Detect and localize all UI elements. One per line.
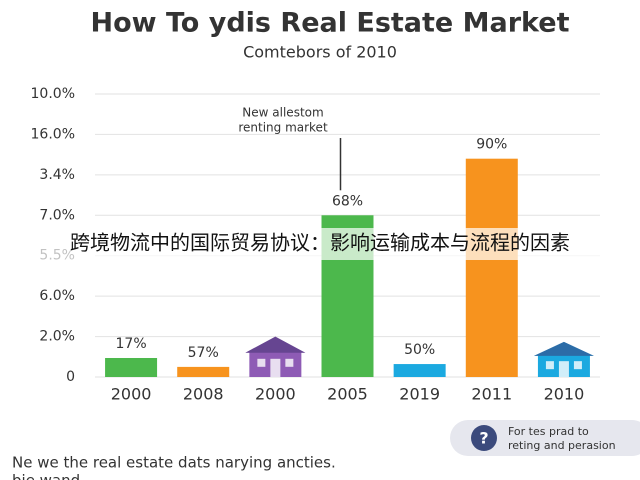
annotation-text: New allestom xyxy=(242,106,323,120)
bar xyxy=(465,158,518,377)
house-roof xyxy=(245,336,306,353)
x-tick-label: 2000 xyxy=(255,385,296,404)
x-tick-label: 2008 xyxy=(183,385,224,404)
x-tick-label: 2019 xyxy=(399,385,440,404)
x-tick-label: 2005 xyxy=(327,385,368,404)
x-tick-label: 2000 xyxy=(111,385,152,404)
help-icon-circle xyxy=(471,425,497,451)
help-text: For tes prad to xyxy=(508,425,589,438)
house-window xyxy=(285,358,294,367)
house-window xyxy=(545,361,554,370)
help-text: reting and perasion xyxy=(508,439,616,452)
bar xyxy=(393,364,446,377)
bar xyxy=(177,366,230,377)
y-tick-label: 10.0% xyxy=(31,86,75,102)
bar xyxy=(105,357,158,377)
help-button[interactable]: ? For tes prad to reting and perasion xyxy=(450,420,640,456)
y-tick-label: 16.0% xyxy=(31,126,75,142)
house-window xyxy=(257,358,266,367)
y-tick-label: 2.0% xyxy=(39,329,75,345)
house-window xyxy=(573,361,582,370)
chart-subtitle: Comtebors of 2010 xyxy=(243,43,397,62)
house-door xyxy=(558,361,569,377)
overlay-band xyxy=(15,228,625,260)
house-roof xyxy=(533,341,594,356)
x-tick-label: 2011 xyxy=(471,385,512,404)
bar-label: 90% xyxy=(476,137,507,153)
y-tick-label: 3.4% xyxy=(39,167,75,183)
bar-label: 17% xyxy=(116,336,147,352)
y-tick-label: 7.0% xyxy=(39,207,75,223)
overlay-text: 跨境物流中的国际贸易协议：影响运输成本与流程的因素 xyxy=(70,231,570,255)
footer-text: bie wand xyxy=(12,472,80,480)
x-tick-label: 2010 xyxy=(544,385,585,404)
house-door xyxy=(270,358,281,377)
y-tick-label: 0 xyxy=(66,369,75,385)
bar-label: 57% xyxy=(188,345,219,361)
help-icon: ? xyxy=(479,429,488,448)
help-pill xyxy=(450,420,640,456)
annotation-text: renting market xyxy=(238,121,328,135)
chart-title: How To ydis Real Estate Market xyxy=(90,8,569,39)
bar-label: 68% xyxy=(332,193,363,209)
y-tick-label: 6.0% xyxy=(39,288,75,304)
footer-text: Ne we the real estate dats narying ancti… xyxy=(12,454,336,472)
bar-label: 50% xyxy=(404,342,435,358)
